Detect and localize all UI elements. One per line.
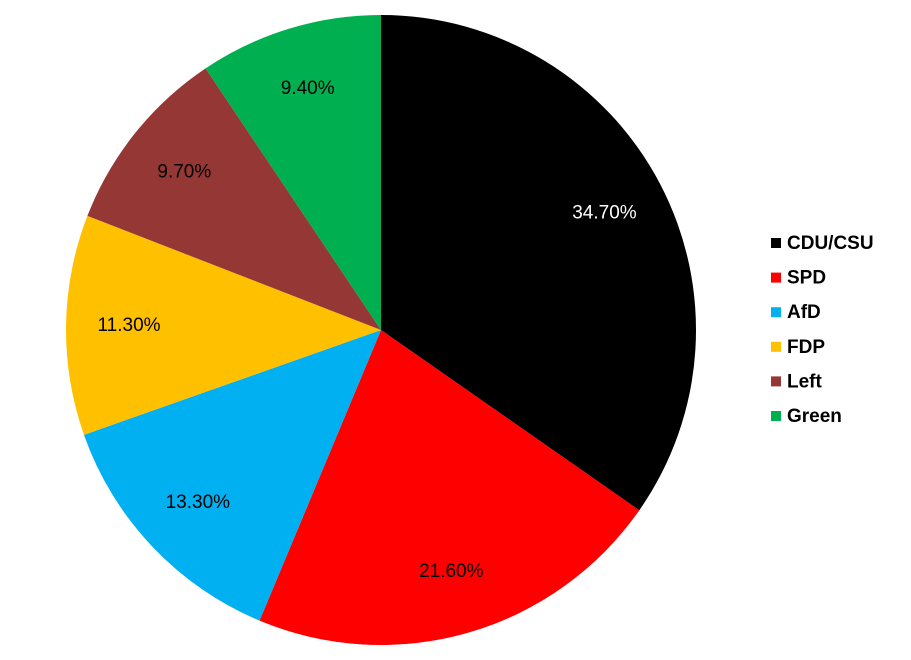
data-label: 13.30% — [166, 492, 231, 513]
legend-swatch — [771, 238, 781, 248]
legend-label: Green — [787, 406, 842, 427]
data-label: 11.30% — [98, 315, 161, 336]
legend-swatch — [771, 307, 781, 318]
legend-swatch — [771, 341, 781, 352]
pie-slice — [87, 68, 382, 330]
pie-slice — [381, 15, 697, 511]
data-label: 9.40% — [281, 78, 335, 99]
legend-label: CDU/CSU — [787, 233, 874, 254]
pie-slice — [205, 15, 381, 330]
data-label: 9.70% — [157, 161, 211, 182]
legend-label: Left — [787, 371, 823, 392]
pie-slice — [259, 330, 640, 645]
legend-swatch — [771, 411, 781, 421]
legend-label: SPD — [787, 268, 826, 289]
data-label: 34.70% — [572, 202, 637, 223]
legend-label: FDP — [787, 337, 825, 358]
legend-swatch — [771, 376, 781, 387]
legend-swatch — [771, 272, 781, 283]
pie-slice — [83, 330, 382, 621]
legend-label: AfD — [787, 302, 821, 323]
data-label: 21.60% — [419, 561, 484, 582]
pie-slice — [65, 215, 381, 435]
